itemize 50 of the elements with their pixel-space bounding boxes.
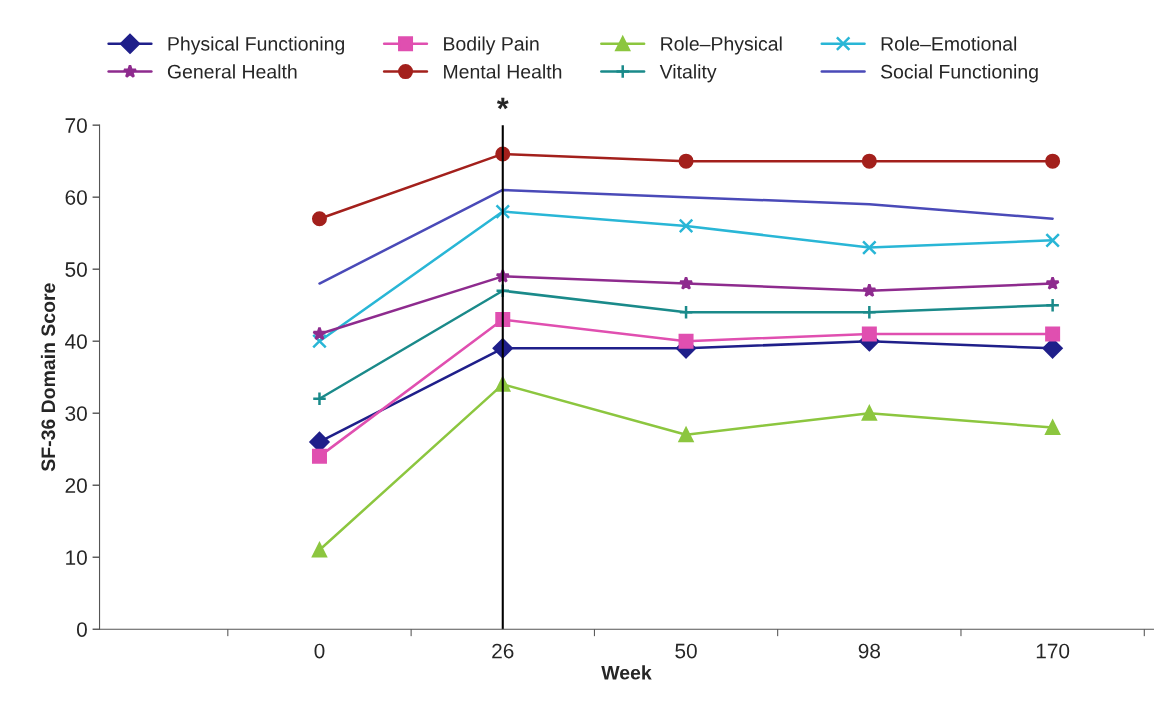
legend-label: Role–Physical bbox=[661, 36, 782, 55]
point bbox=[678, 304, 694, 320]
y-tick-label: 20 bbox=[65, 478, 87, 493]
point bbox=[861, 405, 877, 421]
point bbox=[861, 304, 877, 320]
point bbox=[311, 542, 327, 558]
point bbox=[311, 211, 327, 227]
x-tick-label: 26 bbox=[492, 643, 514, 659]
y-tick-label: 10 bbox=[66, 550, 87, 565]
point bbox=[678, 153, 694, 169]
point bbox=[1045, 276, 1060, 290]
y-axis-title: SF-36 Domain Score bbox=[40, 283, 56, 472]
point bbox=[1045, 153, 1061, 169]
point bbox=[311, 448, 327, 464]
point bbox=[1045, 326, 1061, 342]
point bbox=[311, 333, 327, 349]
y-tick-label: 50 bbox=[65, 262, 87, 277]
legend-label: Mental Health bbox=[444, 64, 562, 79]
point bbox=[678, 276, 694, 290]
point bbox=[1045, 232, 1061, 248]
point bbox=[311, 391, 327, 407]
point bbox=[861, 240, 877, 256]
y-tick-label: 40 bbox=[65, 334, 87, 349]
y-tick-label: 30 bbox=[65, 406, 87, 421]
y-tick-label: 60 bbox=[65, 190, 87, 205]
point bbox=[312, 326, 327, 341]
point bbox=[862, 283, 877, 298]
ref-line-label: * bbox=[496, 97, 509, 110]
x-tick-label: 0 bbox=[314, 643, 325, 659]
x-axis-title: Week bbox=[601, 665, 652, 680]
legend-label: Role–Emotional bbox=[881, 36, 1017, 51]
x-tick-label: 170 bbox=[1036, 643, 1070, 659]
legend-label: Vitality bbox=[659, 64, 717, 83]
x-tick-label: 50 bbox=[675, 643, 697, 659]
legend-label: Bodily Pain bbox=[444, 36, 539, 55]
y-tick-label: 0 bbox=[76, 622, 87, 637]
x-tick-label: 98 bbox=[858, 643, 881, 659]
point bbox=[1045, 420, 1061, 436]
point bbox=[678, 427, 694, 443]
point bbox=[678, 218, 694, 234]
y-tick-label: 70 bbox=[65, 118, 87, 133]
legend-label: General Health bbox=[167, 64, 297, 79]
point bbox=[1045, 297, 1061, 313]
point bbox=[861, 326, 877, 342]
point bbox=[861, 153, 877, 169]
line-series bbox=[318, 188, 1054, 285]
legend-label: Social Functioning bbox=[880, 64, 1038, 83]
legend-label: Physical Functioning bbox=[168, 36, 345, 55]
point bbox=[678, 333, 694, 349]
point bbox=[1042, 338, 1063, 359]
